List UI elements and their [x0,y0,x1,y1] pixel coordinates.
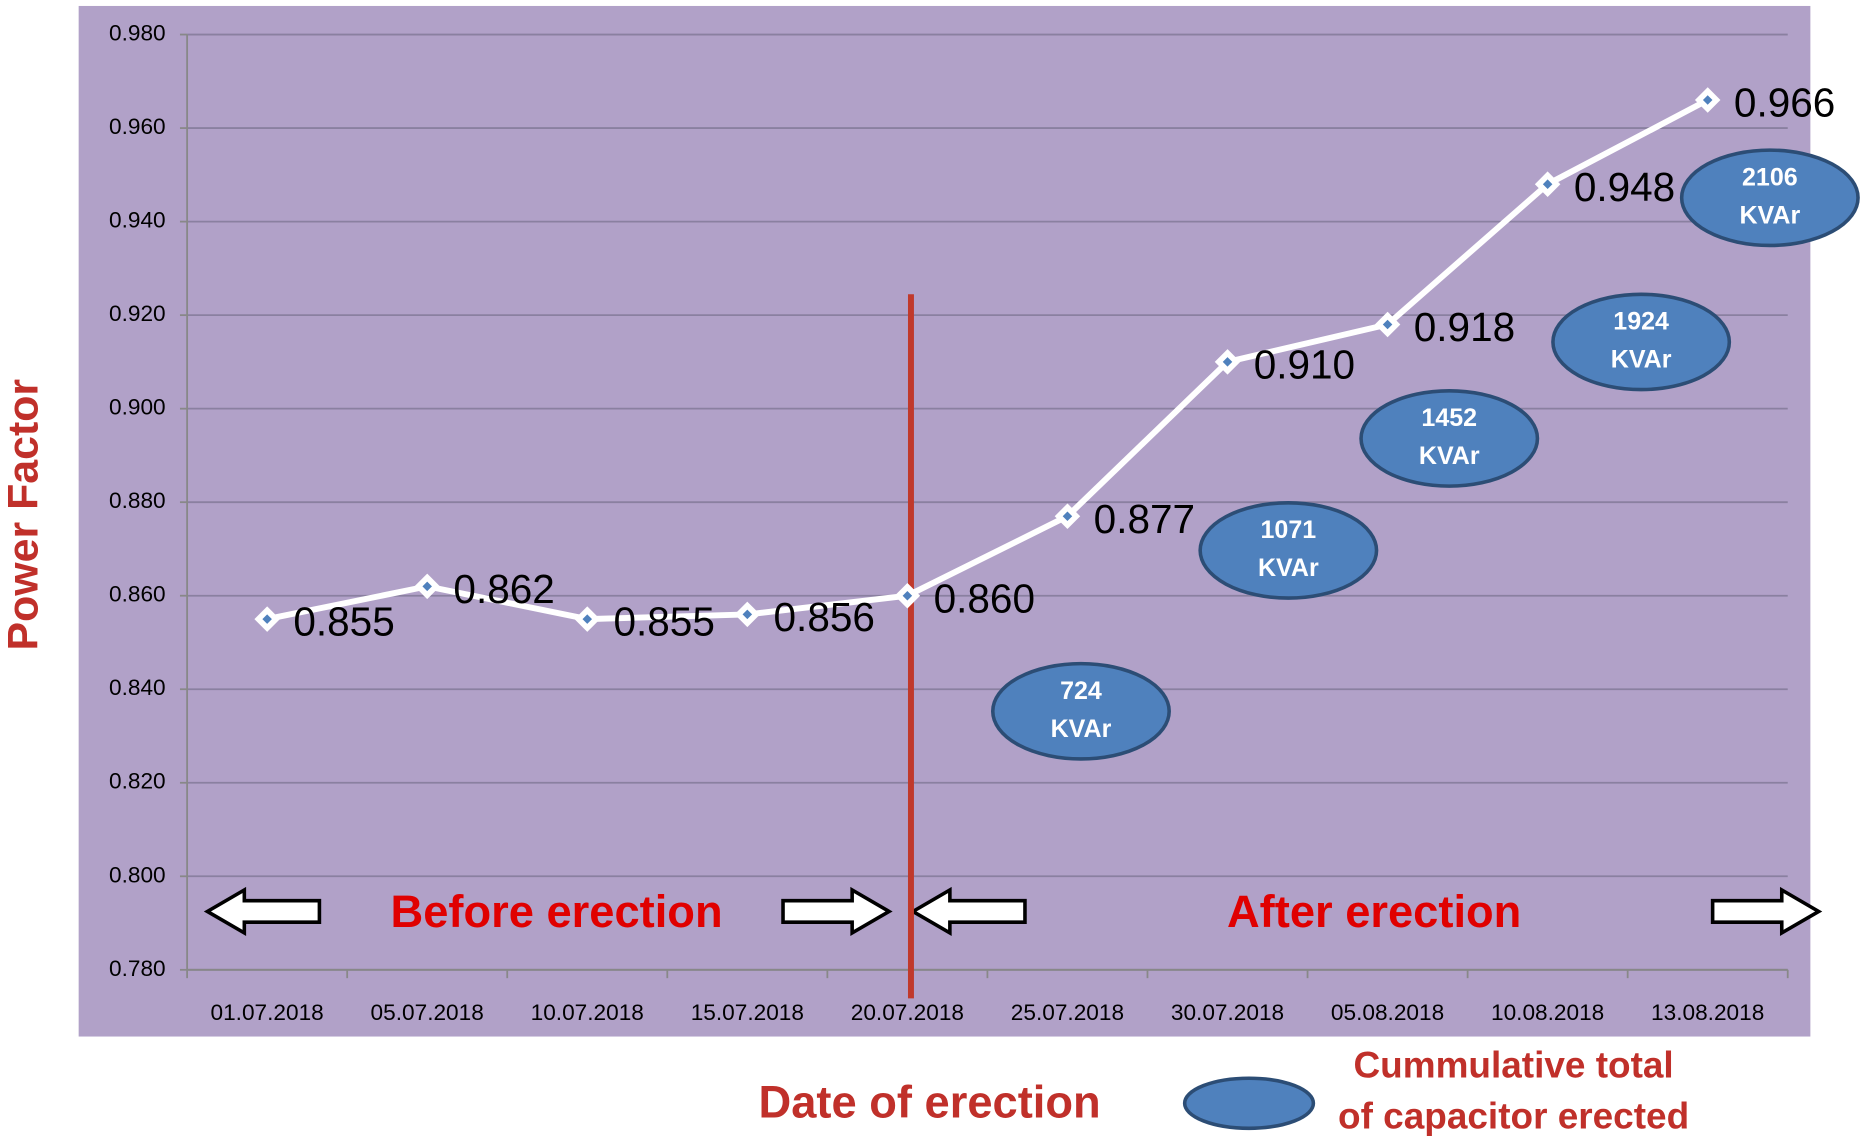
marker-center [1542,179,1553,189]
capacitor-label: 1924 [1613,307,1669,335]
capacitor-label: KVAr [1051,715,1112,743]
capacitor-label: KVAr [1419,442,1480,470]
data-label: 0.966 [1734,80,1835,126]
x-tick-label: 15.07.2018 [691,1000,804,1025]
capacitor-label: 724 [1060,677,1102,705]
data-label: 0.948 [1574,164,1675,210]
marker-center [1222,357,1233,367]
x-tick-label: 13.08.2018 [1651,1000,1764,1025]
y-tick-label: 0.900 [109,395,166,420]
data-label: 0.877 [1094,496,1195,542]
line [266,97,1710,623]
y-tick-label: 0.960 [109,114,166,139]
y-tick-label: 0.860 [109,582,166,607]
plot-background [78,5,1811,1037]
marker-center [422,581,432,592]
annotation: After erection [1227,886,1521,937]
y-tick-label: 0.920 [109,301,166,326]
arrows [203,886,1823,936]
annotation: Before erection [391,886,723,937]
capacitor-bubble [1359,388,1540,488]
y-tick-label: 0.940 [109,208,166,233]
capacitor-label: KVAr [1611,346,1672,374]
y-tick-label: 0.780 [109,956,166,981]
data-label: 0.860 [934,575,1035,621]
y-tick-label: 0.980 [109,21,166,46]
x-axis-label: Date of erection [759,1077,1101,1128]
marker-center [902,590,913,601]
y-tick-label: 0.800 [109,862,166,887]
y-tick-label: 0.840 [109,675,166,700]
data-label: 0.855 [293,599,394,645]
legend-label: of capacitor erected [1338,1096,1689,1137]
marker-center [1382,319,1393,330]
capacitor-bubble [1679,148,1860,248]
capacitor-bubble [1198,500,1379,600]
capacitor-label: 1071 [1261,516,1317,544]
capacitor-label: 1452 [1421,404,1477,432]
x-tick-label: 01.07.2018 [211,1000,324,1025]
x-tick-label: 05.07.2018 [371,1000,484,1025]
capacitor-bubble [990,661,1171,761]
capacitor-label: KVAr [1739,201,1800,229]
x-tick-label: 25.07.2018 [1011,1000,1124,1025]
x-tick-label: 10.08.2018 [1491,1000,1604,1025]
x-tick-label: 05.08.2018 [1331,1000,1444,1025]
y-tick-label: 0.820 [109,769,166,794]
capacitor-bubble [1551,292,1732,392]
legend-swatch [1182,1076,1316,1131]
y-axis-label: Power Factor [0,379,48,651]
marker-center [1702,95,1713,105]
legend-label: Cummulative total [1353,1044,1673,1085]
data-label: 0.862 [453,566,554,612]
data-label: 0.856 [774,594,875,640]
data-label: 0.918 [1414,304,1515,350]
x-tick-label: 30.07.2018 [1171,1000,1284,1025]
capacitor-label: KVAr [1258,554,1319,582]
x-tick-label: 10.07.2018 [531,1000,644,1025]
capacitor-label: 2106 [1742,163,1798,191]
marker-center [1062,511,1073,521]
y-tick-label: 0.880 [109,488,166,513]
data-label: 0.910 [1254,342,1355,388]
x-tick-label: 20.07.2018 [851,1000,964,1025]
data-label: 0.855 [613,599,714,645]
